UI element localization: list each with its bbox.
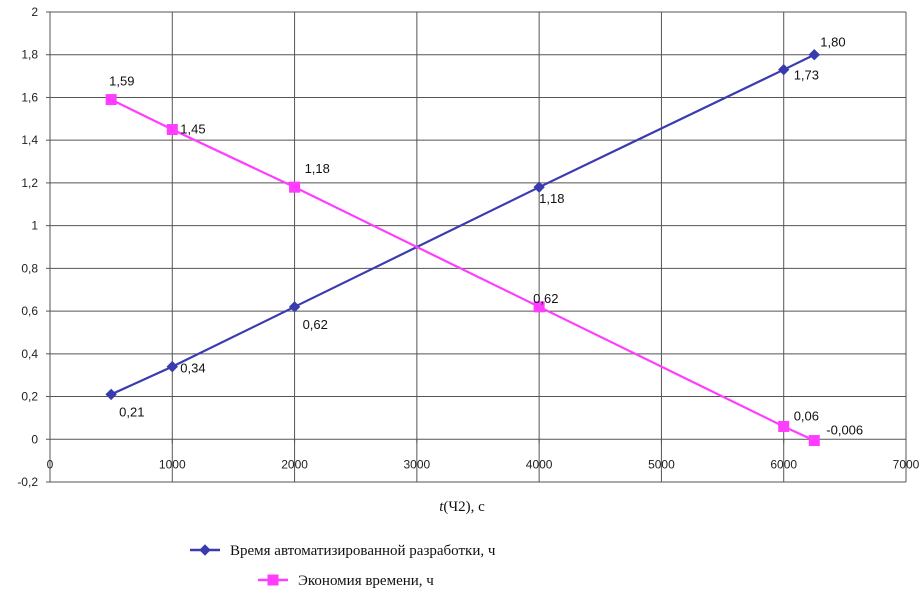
y-tick-label: 1,6 — [21, 90, 38, 104]
x-tick-label: 3000 — [404, 457, 431, 471]
data-point-1 — [105, 388, 117, 401]
legend-marker-1 — [199, 544, 211, 556]
legend-label-2: Экономия времени, ч — [298, 573, 434, 589]
y-tick-label: 0,6 — [21, 304, 38, 318]
series-line-1 — [110, 53, 815, 396]
data-point-2 — [778, 420, 790, 432]
data-label-2: 0,62 — [533, 291, 558, 306]
data-labels: 0,21 0,34 0,62 1,18 1,73 1,80 1,59 1,45 1,18 0,62… — [109, 35, 863, 438]
grid-lines — [50, 11, 907, 483]
data-label-2: 0,06 — [794, 408, 819, 423]
x-tick-label: 5000 — [648, 457, 675, 471]
data-label-1: 1,80 — [820, 35, 845, 50]
series-layer — [105, 49, 820, 447]
x-tick-label: 0 — [47, 457, 54, 471]
data-point-1 — [288, 301, 301, 313]
data-label-2: 1,59 — [109, 74, 134, 89]
data-point-2 — [166, 124, 178, 135]
y-tick-label: 1,2 — [21, 176, 38, 190]
x-tick-label: 7000 — [893, 457, 920, 471]
data-point-1 — [778, 63, 790, 76]
x-tick-label: 2000 — [281, 457, 308, 471]
data-label-1: 1,73 — [794, 68, 819, 83]
y-tick-label: 1,8 — [21, 48, 38, 62]
data-label-2: 1,18 — [305, 161, 330, 176]
y-tick-label: 0 — [31, 432, 38, 446]
data-label-1: 0,21 — [119, 404, 144, 419]
data-label-1: 0,62 — [303, 317, 328, 332]
data-label-2: -0,006 — [826, 423, 863, 438]
data-point-1 — [808, 49, 820, 61]
data-point-2 — [289, 181, 301, 193]
x-tick-label: 1000 — [159, 457, 186, 471]
data-label-1: 1,18 — [539, 191, 564, 206]
y-tick-label: 1 — [31, 219, 38, 233]
legend-marker-2 — [267, 574, 279, 586]
y-tick-label: -0,2 — [17, 475, 38, 489]
data-point-2 — [533, 301, 545, 313]
axes: -0,2 0 0,2 0,4 0,6 0,8 1 1,2 1,4 1,6 1,8 2 0 1000 2000… — [17, 5, 919, 489]
data-point-1 — [533, 181, 545, 193]
data-point-2 — [808, 435, 820, 447]
x-tick-label: 4000 — [526, 457, 553, 471]
y-tick-label: 2 — [31, 5, 38, 19]
data-point-2 — [105, 94, 117, 106]
y-tick-label: 0,8 — [21, 261, 38, 275]
legend: Время автоматизированной разработки, ч Эк… — [190, 543, 496, 589]
x-axis-label: t(Ч2), с — [439, 499, 485, 515]
data-label-2: 1,45 — [180, 122, 205, 137]
y-tick-label: 0,4 — [21, 347, 38, 361]
x-tick-label: 6000 — [770, 457, 797, 471]
legend-label-1: Время автоматизированной разработки, ч — [230, 543, 496, 559]
y-tick-label: 1,4 — [21, 133, 38, 147]
series-line-2 — [110, 98, 815, 442]
data-point-1 — [166, 360, 178, 373]
data-label-1: 0,34 — [180, 361, 205, 376]
y-tick-label: 0,2 — [21, 390, 38, 404]
